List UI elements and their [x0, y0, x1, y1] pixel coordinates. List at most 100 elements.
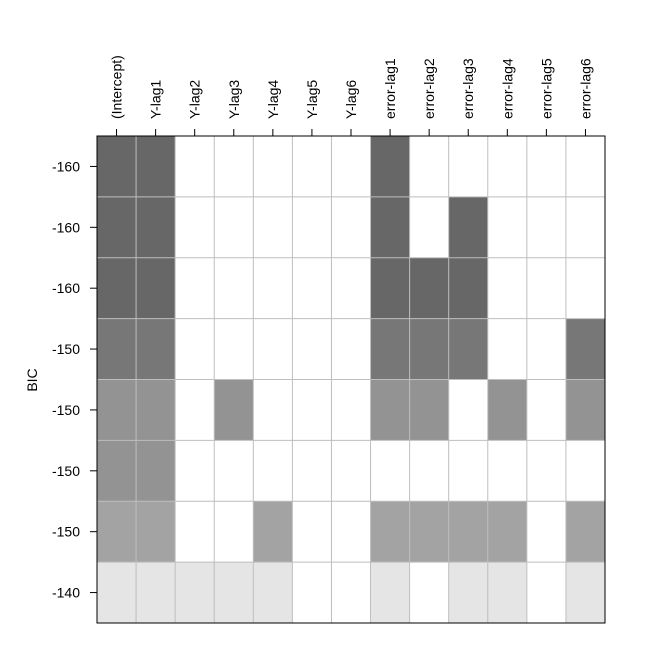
heatmap-cell: [487, 379, 527, 441]
heatmap-cell: [97, 136, 137, 197]
heatmap-cell: [448, 257, 488, 319]
heatmap-cell: [565, 440, 605, 502]
heatmap-cell: [409, 501, 449, 563]
heatmap-cell: [214, 196, 254, 258]
x-tick-label: Y-lag6: [343, 80, 359, 119]
heatmap-cell: [448, 501, 488, 563]
heatmap-cell: [214, 501, 254, 563]
heatmap-cell: [370, 136, 410, 197]
heatmap-cell: [253, 257, 293, 319]
heatmap-cell: [136, 440, 176, 502]
heatmap-cell: [136, 379, 176, 441]
heatmap-cell: [331, 318, 371, 380]
heatmap-cell: [370, 562, 410, 623]
x-tick-label: error-lag1: [382, 58, 398, 119]
heatmap-cell: [565, 196, 605, 258]
heatmap-cell: [370, 257, 410, 319]
heatmap-cell: [409, 196, 449, 258]
heatmap-cell: [448, 318, 488, 380]
heatmap-cells: [97, 136, 605, 623]
heatmap-cell: [175, 136, 215, 197]
heatmap-cell: [370, 379, 410, 441]
heatmap-cell: [331, 136, 371, 197]
heatmap-cell: [97, 318, 137, 380]
heatmap-cell: [526, 318, 566, 380]
x-tick-label: Y-lag1: [148, 80, 164, 119]
x-tick-label: Y-lag2: [187, 80, 203, 119]
heatmap-cell: [370, 196, 410, 258]
heatmap-cell: [409, 440, 449, 502]
heatmap-cell: [448, 379, 488, 441]
heatmap-cell: [214, 379, 254, 441]
heatmap-cell: [253, 318, 293, 380]
y-tick-label: -150: [52, 341, 80, 357]
heatmap-cell: [292, 501, 332, 563]
heatmap-cell: [331, 257, 371, 319]
heatmap-cell: [526, 196, 566, 258]
heatmap-cell: [448, 136, 488, 197]
heatmap-cell: [292, 562, 332, 623]
heatmap-cell: [448, 562, 488, 623]
heatmap-cell: [136, 562, 176, 623]
heatmap-cell: [487, 136, 527, 197]
heatmap-cell: [331, 379, 371, 441]
heatmap-cell: [292, 136, 332, 197]
heatmap-cell: [214, 136, 254, 197]
heatmap-cell: [565, 562, 605, 623]
heatmap-cell: [97, 440, 137, 502]
heatmap-cell: [526, 501, 566, 563]
heatmap-cell: [253, 196, 293, 258]
x-tick-label: Y-lag4: [265, 80, 281, 119]
heatmap-cell: [409, 257, 449, 319]
heatmap-cell: [253, 440, 293, 502]
y-tick-label: -140: [52, 585, 80, 601]
heatmap-cell: [448, 440, 488, 502]
heatmap-cell: [292, 196, 332, 258]
heatmap-cell: [331, 501, 371, 563]
heatmap-cell: [253, 501, 293, 563]
x-tick-label: error-lag2: [421, 58, 437, 119]
heatmap-cell: [292, 318, 332, 380]
y-tick-label: -150: [52, 402, 80, 418]
heatmap-cell: [370, 501, 410, 563]
y-axis-label: BIC: [24, 368, 40, 391]
heatmap-cell: [97, 379, 137, 441]
x-tick-label: error-lag4: [499, 58, 515, 119]
heatmap-cell: [487, 562, 527, 623]
heatmap-cell: [565, 257, 605, 319]
heatmap-cell: [214, 318, 254, 380]
heatmap-cell: [409, 136, 449, 197]
heatmap-cell: [487, 318, 527, 380]
heatmap-cell: [487, 196, 527, 258]
heatmap-cell: [409, 379, 449, 441]
heatmap-cell: [214, 440, 254, 502]
y-tick-label: -150: [52, 463, 80, 479]
heatmap-cell: [136, 136, 176, 197]
heatmap-cell: [97, 257, 137, 319]
heatmap-cell: [175, 318, 215, 380]
x-tick-label: (Intercept): [109, 55, 125, 119]
heatmap-cell: [97, 562, 137, 623]
heatmap-cell: [565, 501, 605, 563]
heatmap-cell: [136, 318, 176, 380]
heatmap-cell: [448, 196, 488, 258]
heatmap-cell: [526, 562, 566, 623]
heatmap-cell: [97, 501, 137, 563]
heatmap-cell: [565, 136, 605, 197]
y-tick-label: -160: [52, 158, 80, 174]
heatmap-cell: [526, 379, 566, 441]
heatmap-cell: [214, 257, 254, 319]
heatmap-cell: [292, 440, 332, 502]
grid-lines: [97, 136, 605, 623]
heatmap-cell: [409, 318, 449, 380]
y-tick-label: -150: [52, 524, 80, 540]
heatmap-cell: [214, 562, 254, 623]
heatmap-cell: [409, 562, 449, 623]
heatmap-cell: [487, 257, 527, 319]
heatmap-cell: [292, 257, 332, 319]
x-axis: (Intercept) Y-lag1 Y-lag2 Y-lag3 Y-lag4 Y-lag…: [109, 55, 593, 136]
heatmap-cell: [526, 257, 566, 319]
heatmap-cell: [292, 379, 332, 441]
heatmap-cell: [175, 440, 215, 502]
heatmap-cell: [175, 196, 215, 258]
